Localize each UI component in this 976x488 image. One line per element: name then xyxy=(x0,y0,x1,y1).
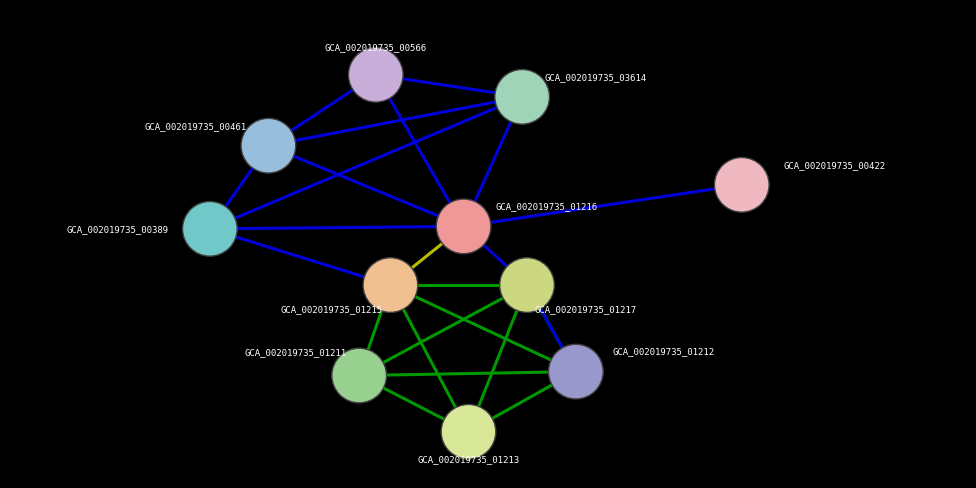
Ellipse shape xyxy=(549,345,603,399)
Ellipse shape xyxy=(183,202,237,257)
Ellipse shape xyxy=(436,200,491,254)
Text: GCA_002019735_01211: GCA_002019735_01211 xyxy=(245,348,346,357)
Ellipse shape xyxy=(714,158,769,213)
Ellipse shape xyxy=(332,348,386,403)
Text: GCA_002019735_01216: GCA_002019735_01216 xyxy=(496,202,597,211)
Text: GCA_002019735_00422: GCA_002019735_00422 xyxy=(784,161,885,169)
Text: GCA_002019735_03614: GCA_002019735_03614 xyxy=(545,73,646,81)
Text: GCA_002019735_01215: GCA_002019735_01215 xyxy=(281,305,383,313)
Text: GCA_002019735_00389: GCA_002019735_00389 xyxy=(66,225,168,234)
Text: GCA_002019735_00566: GCA_002019735_00566 xyxy=(325,43,427,52)
Ellipse shape xyxy=(241,119,296,174)
Text: GCA_002019735_00461: GCA_002019735_00461 xyxy=(144,122,246,130)
Ellipse shape xyxy=(441,405,496,459)
Text: GCA_002019735_01213: GCA_002019735_01213 xyxy=(418,454,519,463)
Ellipse shape xyxy=(495,70,549,125)
Ellipse shape xyxy=(363,258,418,313)
Ellipse shape xyxy=(500,258,554,313)
Text: GCA_002019735_01212: GCA_002019735_01212 xyxy=(613,347,714,356)
Ellipse shape xyxy=(348,48,403,103)
Text: GCA_002019735_01217: GCA_002019735_01217 xyxy=(535,305,636,313)
